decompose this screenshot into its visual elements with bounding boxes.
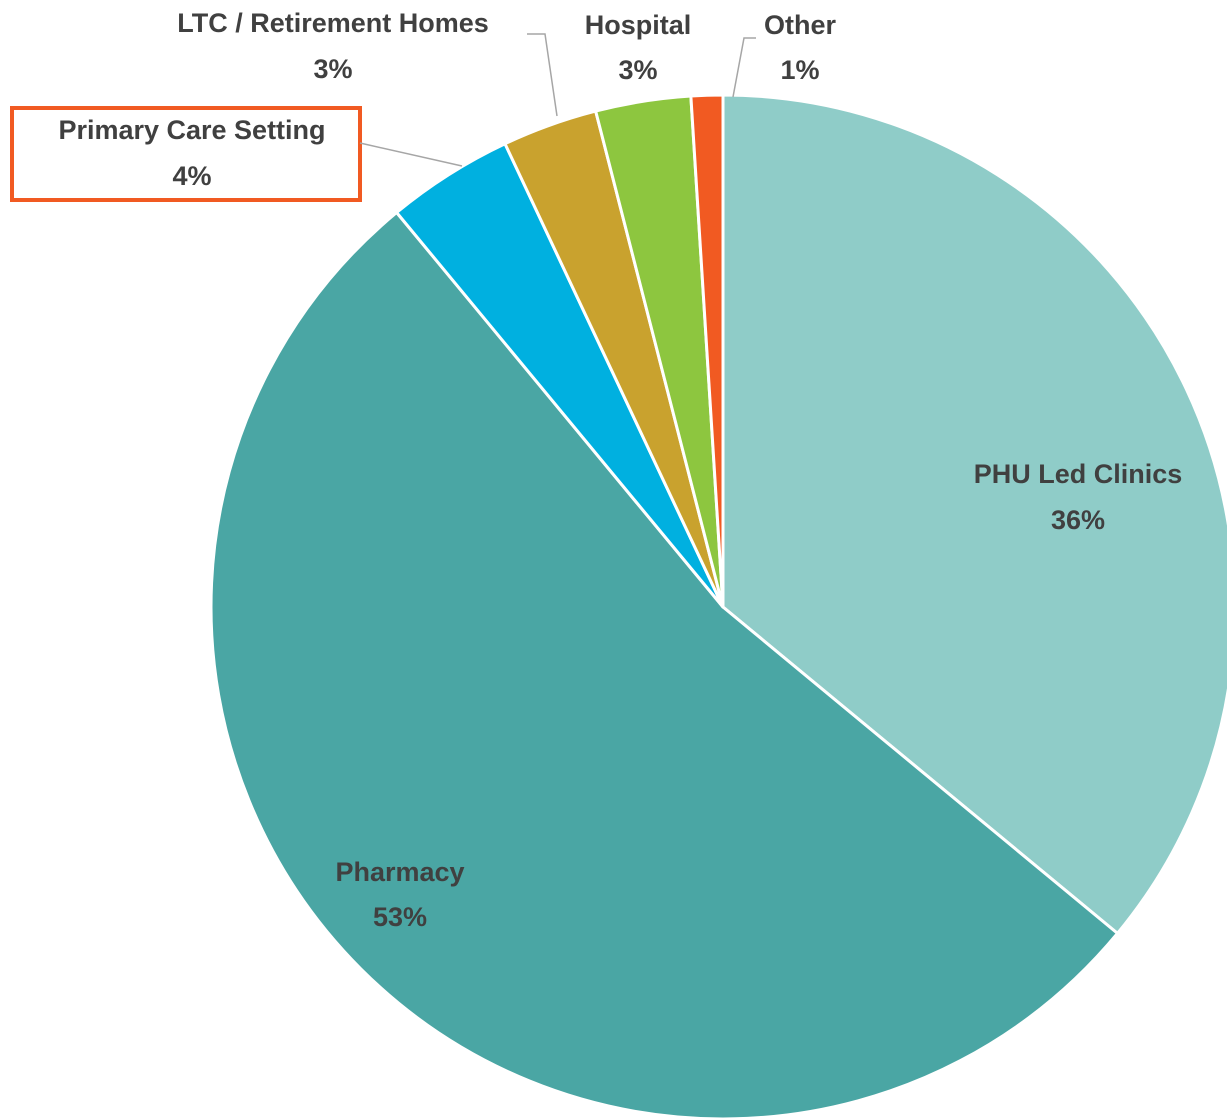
leader-line xyxy=(732,37,756,98)
value-label: 1% xyxy=(780,55,819,85)
highlight-box xyxy=(10,106,362,202)
slice xyxy=(721,93,1227,935)
category-label: LTC / Retirement Homes xyxy=(177,8,489,38)
value-label: 53% xyxy=(373,902,427,932)
leader-line xyxy=(527,33,558,117)
slice xyxy=(689,93,725,609)
slice xyxy=(209,210,1119,1118)
category-label: Hospital xyxy=(585,10,692,40)
leader-line xyxy=(359,142,463,167)
value-label: 36% xyxy=(1051,505,1105,535)
category-label: PHU Led Clinics xyxy=(974,459,1183,489)
category-label: Other xyxy=(764,10,837,40)
value-label: 4% xyxy=(172,161,211,191)
category-label: Primary Care Setting xyxy=(58,115,325,145)
labels: PHU Led Clinics 36% Pharmacy 53% Primary Car… xyxy=(58,8,1182,932)
value-label: 3% xyxy=(313,54,352,84)
pie xyxy=(209,93,1227,1118)
value-label: 3% xyxy=(618,55,657,85)
category-label: Pharmacy xyxy=(335,857,464,887)
